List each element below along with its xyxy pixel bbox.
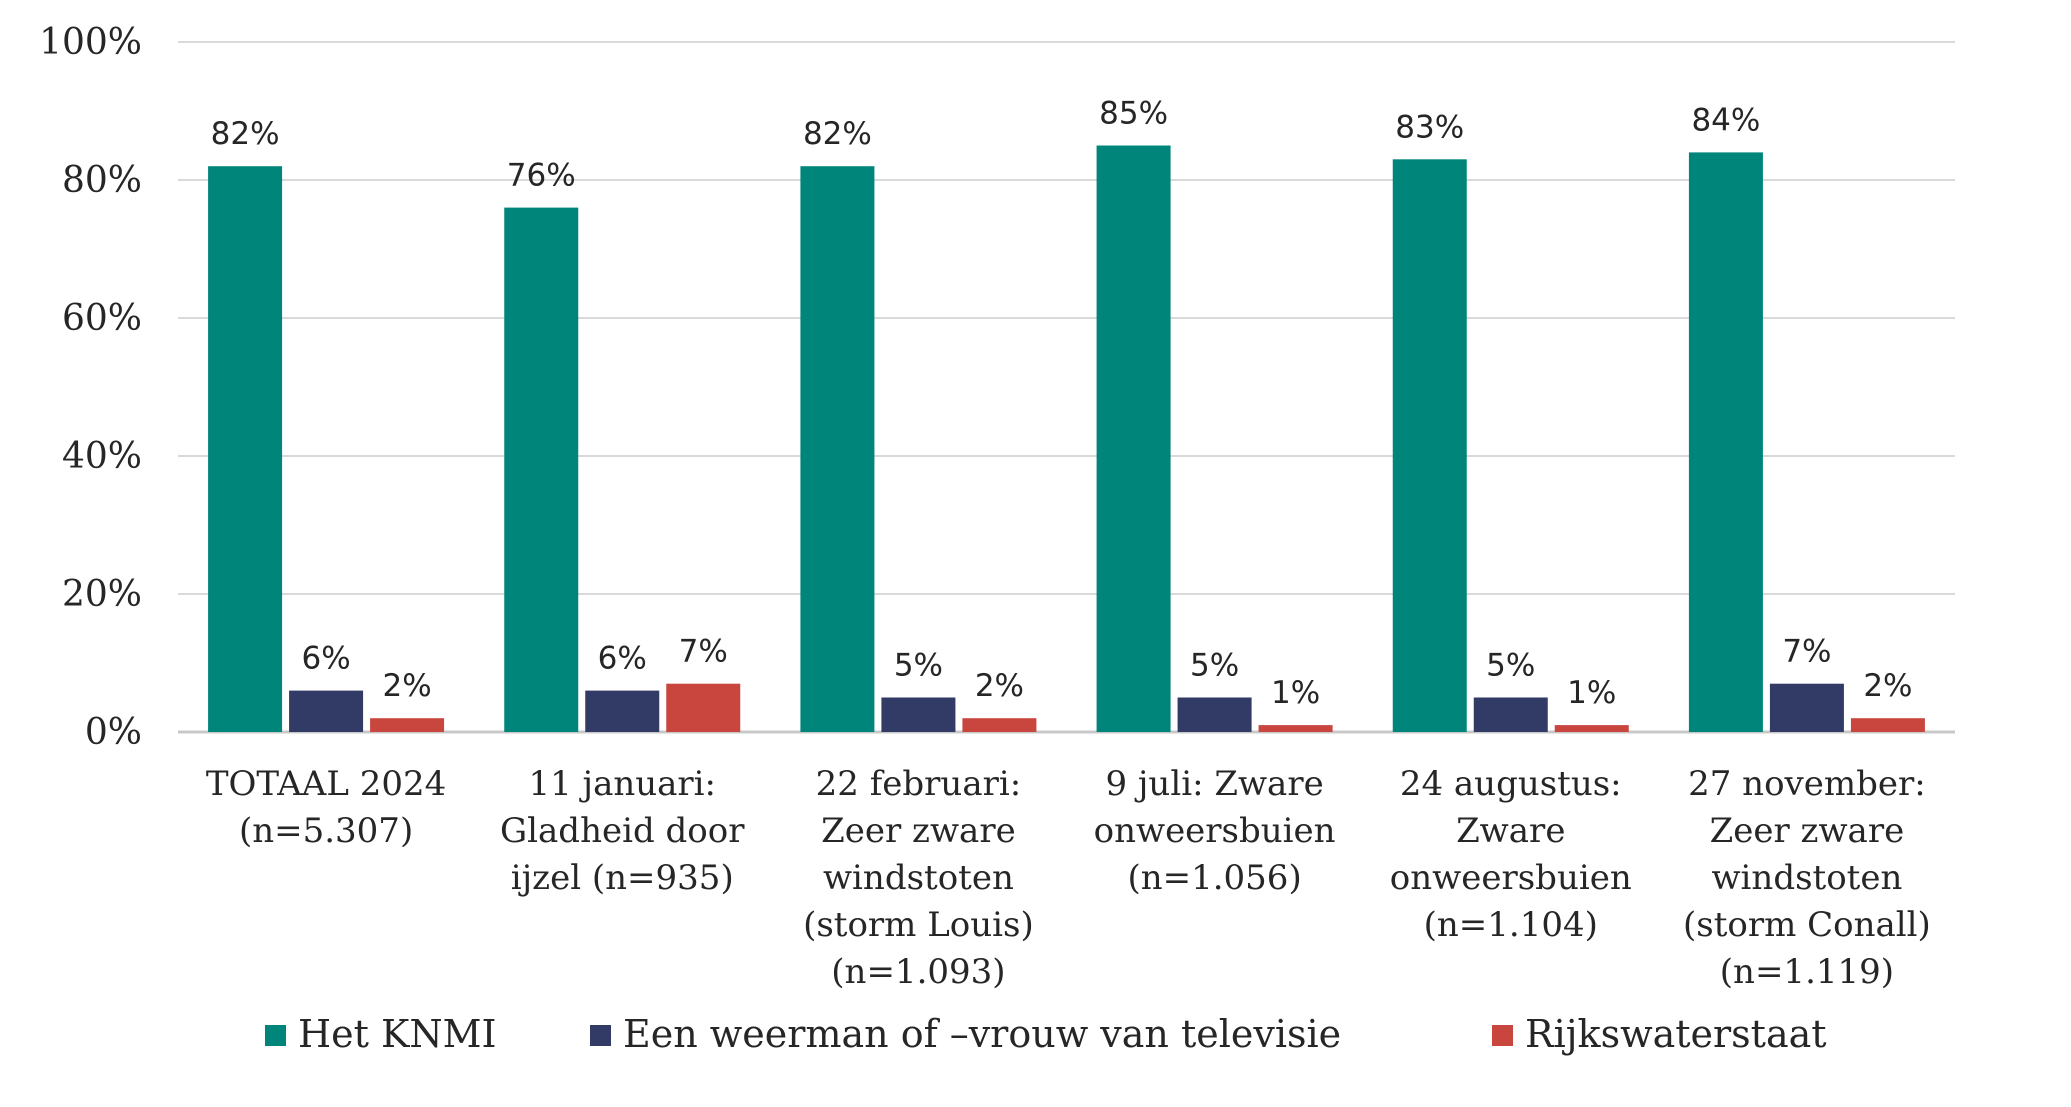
category-label-line: (storm Conall) (1683, 905, 1931, 945)
data-label: 85% (1099, 96, 1168, 132)
bar (1473, 697, 1548, 732)
bar (881, 697, 956, 732)
y-tick-label: 60% (62, 298, 142, 339)
category-label-line: 24 augustus: (1400, 764, 1622, 804)
bar (1769, 683, 1844, 732)
category-label: 24 augustus: Zware onweersbuien (n=1.104) (1390, 764, 1632, 945)
category-label-line: (n=1.056) (1127, 858, 1301, 898)
bar (1554, 725, 1629, 732)
category-label-line: TOTAAL 2024 (206, 764, 446, 804)
bar (666, 683, 741, 732)
data-label: 84% (1691, 102, 1760, 138)
legend-label: Het KNMI (298, 1012, 497, 1056)
bar (1258, 725, 1333, 732)
category-label-line: onweersbuien (1094, 811, 1336, 851)
bar (504, 207, 579, 733)
category-label-line: (n=5.307) (239, 811, 413, 851)
category-label-line: windstoten (823, 858, 1014, 898)
category-label-line: (n=1.093) (831, 952, 1005, 992)
data-label: 2% (975, 668, 1024, 704)
bar (962, 718, 1037, 732)
category-label: 9 juli: Zware onweersbuien (n=1.056) (1094, 764, 1336, 898)
bar (208, 166, 283, 732)
y-tick-label: 40% (62, 436, 142, 477)
data-label: 82% (803, 116, 872, 152)
category-label-line: (storm Louis) (803, 905, 1034, 945)
data-label: 83% (1395, 109, 1464, 145)
data-label: 6% (301, 641, 350, 677)
data-label: 6% (598, 641, 647, 677)
category-label-line: (n=1.119) (1720, 952, 1894, 992)
category-label-line: ijzel (n=935) (511, 858, 734, 898)
legend-label: Rijkswaterstaat (1525, 1012, 1827, 1056)
data-label: 7% (1782, 634, 1831, 670)
data-label: 5% (1190, 648, 1239, 684)
y-tick-label: 20% (62, 574, 142, 615)
category-label-line: 27 november: (1688, 764, 1926, 804)
category-label-line: windstoten (1711, 858, 1902, 898)
category-label: 11 januari: Gladheid door ijzel (n=935) (500, 764, 745, 898)
data-label: 7% (679, 634, 728, 670)
category-label-line: Zware (1456, 811, 1565, 851)
legend-swatch (590, 1025, 611, 1046)
data-label: 5% (894, 648, 943, 684)
bar (585, 690, 660, 732)
data-label: 82% (211, 116, 280, 152)
legend: Het KNMI Een weerman of –vrouw van televi… (265, 1012, 1827, 1056)
category-label: 22 februari: Zeer zware windstoten (storm L… (803, 764, 1034, 992)
bar (1177, 697, 1252, 732)
category-label-line: Zeer zware (821, 811, 1016, 851)
data-labels: 82% 76% 82% 85% 83% 84% 6% 6% 5% 5% 5% 7% 2% 7% 2% 1% 1%… (211, 96, 1913, 712)
bar (1096, 145, 1171, 732)
legend-swatch (1492, 1025, 1513, 1046)
y-tick-label: 100% (39, 22, 142, 63)
bar (1392, 159, 1467, 733)
legend-item: Rijkswaterstaat (1492, 1012, 1827, 1056)
category-label-line: 9 juli: Zware (1105, 764, 1323, 804)
bar (800, 166, 875, 732)
bar (289, 690, 364, 732)
category-label-line: 11 januari: (528, 764, 716, 804)
category-label-line: Gladheid door (500, 811, 745, 851)
category-label-line: 22 februari: (816, 764, 1022, 804)
legend-swatch (265, 1025, 286, 1046)
data-label: 2% (1863, 668, 1912, 704)
bars (208, 145, 1925, 733)
bar (1688, 152, 1763, 732)
grid-lines (178, 41, 1955, 734)
bar (370, 718, 445, 732)
data-label: 1% (1271, 675, 1320, 711)
data-label: 2% (382, 668, 431, 704)
category-label-line: onweersbuien (1390, 858, 1632, 898)
legend-item: Het KNMI (265, 1012, 497, 1056)
data-label: 5% (1486, 648, 1535, 684)
legend-label: Een weerman of –vrouw van televisie (623, 1012, 1341, 1056)
y-axis-ticks: 0% 20% 40% 60% 80% 100% (39, 22, 142, 753)
y-tick-label: 0% (85, 712, 142, 753)
y-tick-label: 80% (62, 160, 142, 201)
category-label: TOTAAL 2024 (n=5.307) (206, 764, 446, 851)
category-labels: TOTAAL 2024 (n=5.307) 11 januari: Gladheid … (206, 764, 1931, 992)
category-label-line: (n=1.104) (1424, 905, 1598, 945)
category-label-line: Zeer zware (1710, 811, 1905, 851)
data-label: 76% (507, 158, 576, 194)
legend-item: Een weerman of –vrouw van televisie (590, 1012, 1341, 1056)
bar (1850, 718, 1925, 732)
data-label: 1% (1567, 675, 1616, 711)
category-label: 27 november: Zeer zware windstoten (storm C… (1683, 764, 1931, 992)
